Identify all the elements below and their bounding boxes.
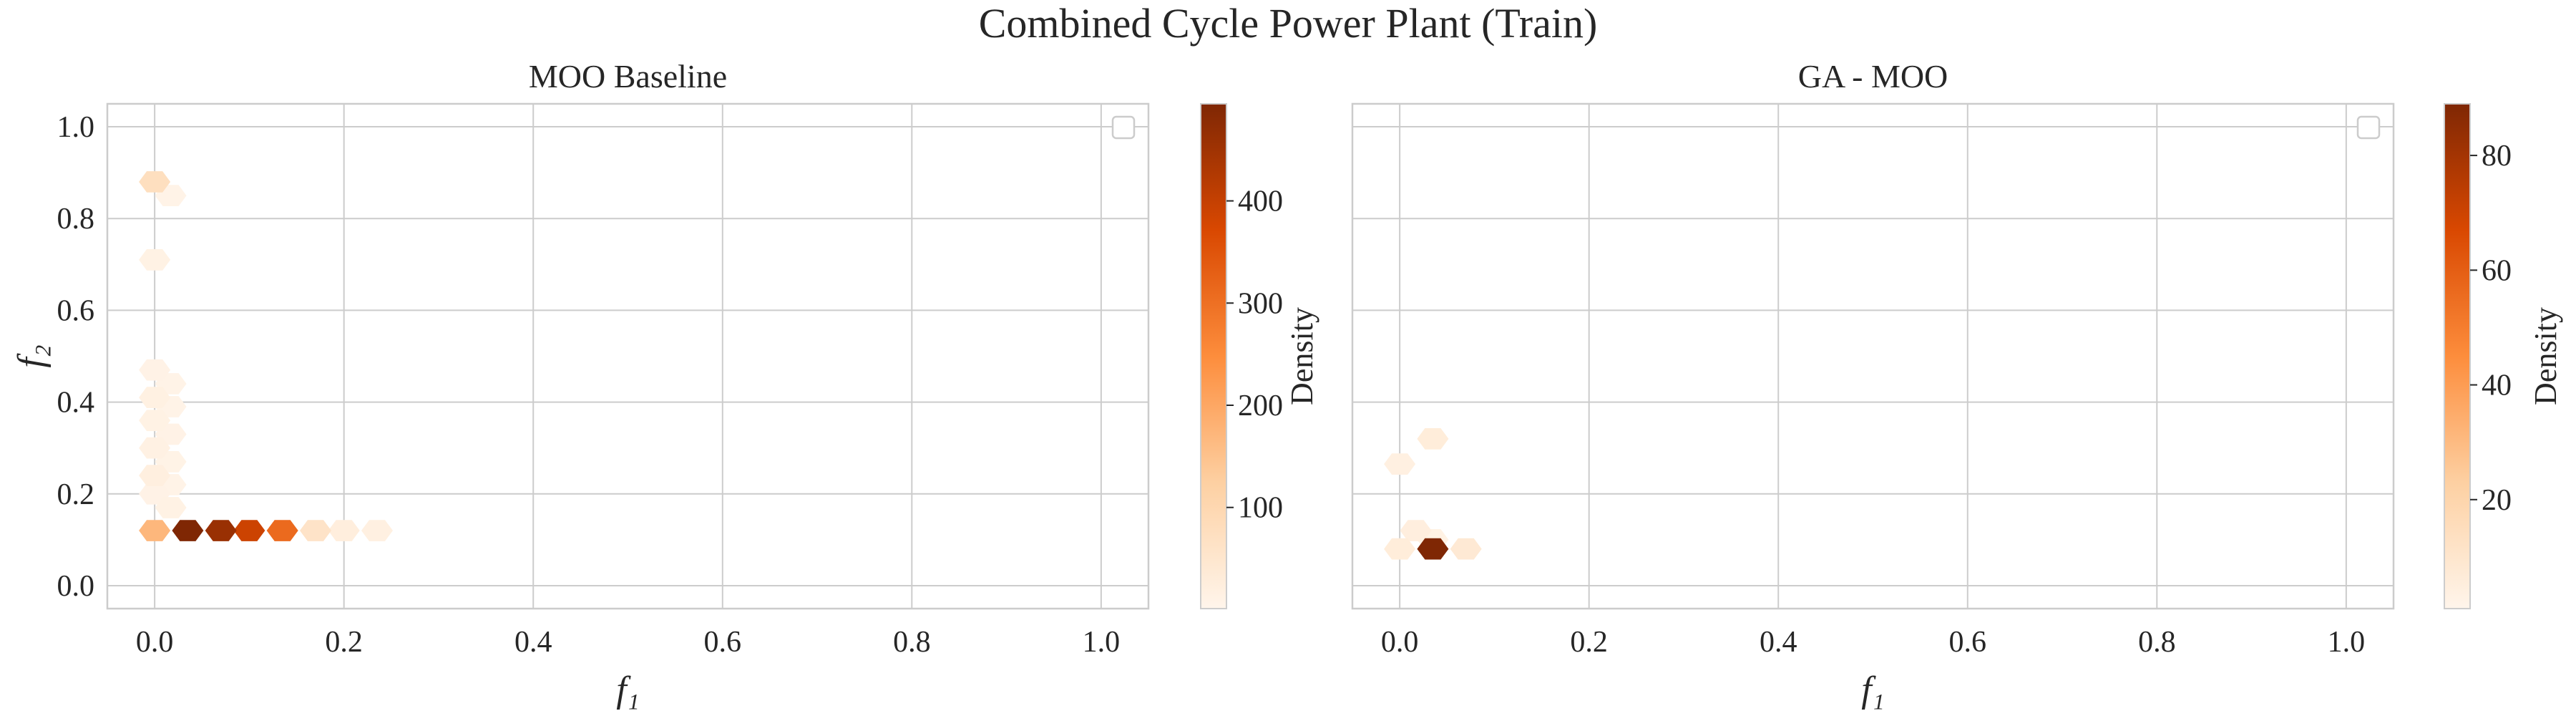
x-tick-label: 1.0 — [1083, 626, 1121, 659]
hexbin-cell — [361, 520, 393, 541]
hexbin-cell — [139, 465, 171, 486]
y-tick-label: 0.8 — [57, 203, 95, 236]
hexbin-cell — [172, 520, 204, 541]
colorbar-tick-label: 400 — [1238, 185, 1283, 218]
figure-title: Combined Cycle Power Plant (Train) — [979, 0, 1598, 47]
x-tick-label: 0.4 — [514, 626, 552, 659]
subplot-1: MOO Baseline 0.0 0.2 0.4 0.6 0.8 1.0 0.0 0.2 0.4 0… — [11, 58, 1319, 710]
hexbin-cell — [205, 520, 237, 541]
colorbar-gradient — [1200, 103, 1227, 609]
hexbin-cell — [139, 249, 171, 271]
x-tick-label: 0.6 — [1949, 626, 1987, 659]
hexbin-cell — [155, 497, 187, 518]
x-tick-label: 0.8 — [2138, 626, 2176, 659]
x-tick-label: 0.4 — [1760, 626, 1797, 659]
colorbar-tick-label: 20 — [2482, 484, 2512, 517]
colorbar-tick-label: 200 — [1238, 390, 1283, 422]
x-tick-label: 0.0 — [136, 626, 174, 659]
plot-frame — [1351, 102, 2395, 610]
y-tick-label: 0.4 — [57, 387, 95, 420]
hexbin-cell — [1417, 428, 1449, 450]
legend-box — [2356, 115, 2381, 140]
x-tick-label: 0.6 — [704, 626, 742, 659]
y-axis-label: f₂ — [11, 344, 52, 368]
hexbin-cell — [139, 437, 171, 459]
hexbin-cell — [139, 410, 171, 432]
hexbin-cell — [328, 520, 360, 541]
hexbin-cell — [1450, 538, 1482, 560]
colorbar: 100 200 300 400 Density — [1200, 103, 1319, 609]
subplot-title: GA - MOO — [1798, 58, 1948, 95]
subplot-2: GA - MOO 0.0 0.2 0.4 0.6 0.8 1.0 f₁ 20 40 60 80 Dens… — [1351, 58, 2563, 710]
x-axis-label: f₁ — [1861, 669, 1885, 710]
hexbin-cell — [139, 359, 171, 381]
colorbar-label: Density — [1284, 307, 1319, 405]
colorbar-gradient — [2444, 103, 2471, 609]
hexbin-cell — [1417, 538, 1449, 560]
y-tick-label: 0.0 — [57, 570, 95, 603]
hexbin-cell — [139, 171, 171, 193]
subplot-title: MOO Baseline — [529, 58, 727, 95]
colorbar-tick-label: 100 — [1238, 492, 1283, 525]
y-tick-label: 0.2 — [57, 478, 95, 511]
colorbar-tick-label: 40 — [2482, 369, 2512, 402]
hexbin-cell — [266, 520, 298, 541]
colorbar-tick-label: 80 — [2482, 140, 2512, 173]
colorbar-tick-label: 60 — [2482, 254, 2512, 287]
colorbar-tick-label: 300 — [1238, 287, 1283, 320]
hexbin-cell — [233, 520, 265, 541]
x-tick-label: 0.0 — [1381, 626, 1419, 659]
x-tick-label: 0.2 — [1570, 626, 1608, 659]
hexbin-cell — [1384, 453, 1416, 475]
x-tick-label: 1.0 — [2328, 626, 2366, 659]
plot-frame — [106, 102, 1150, 610]
y-tick-label: 0.6 — [57, 294, 95, 327]
x-axis-label: f₁ — [616, 669, 640, 710]
x-tick-label: 0.2 — [325, 626, 363, 659]
colorbar-label: Density — [2528, 307, 2563, 405]
hexbin-cell — [300, 520, 331, 541]
hexbin-cell — [1384, 538, 1416, 560]
colorbar: 20 40 60 80 Density — [2444, 103, 2563, 609]
x-tick-label: 0.8 — [893, 626, 931, 659]
hexbin-cell — [139, 387, 171, 408]
hexbin-cell — [139, 520, 171, 541]
hexbin-cell — [1400, 520, 1432, 541]
legend-box — [1111, 115, 1136, 140]
y-tick-label: 1.0 — [57, 111, 95, 144]
